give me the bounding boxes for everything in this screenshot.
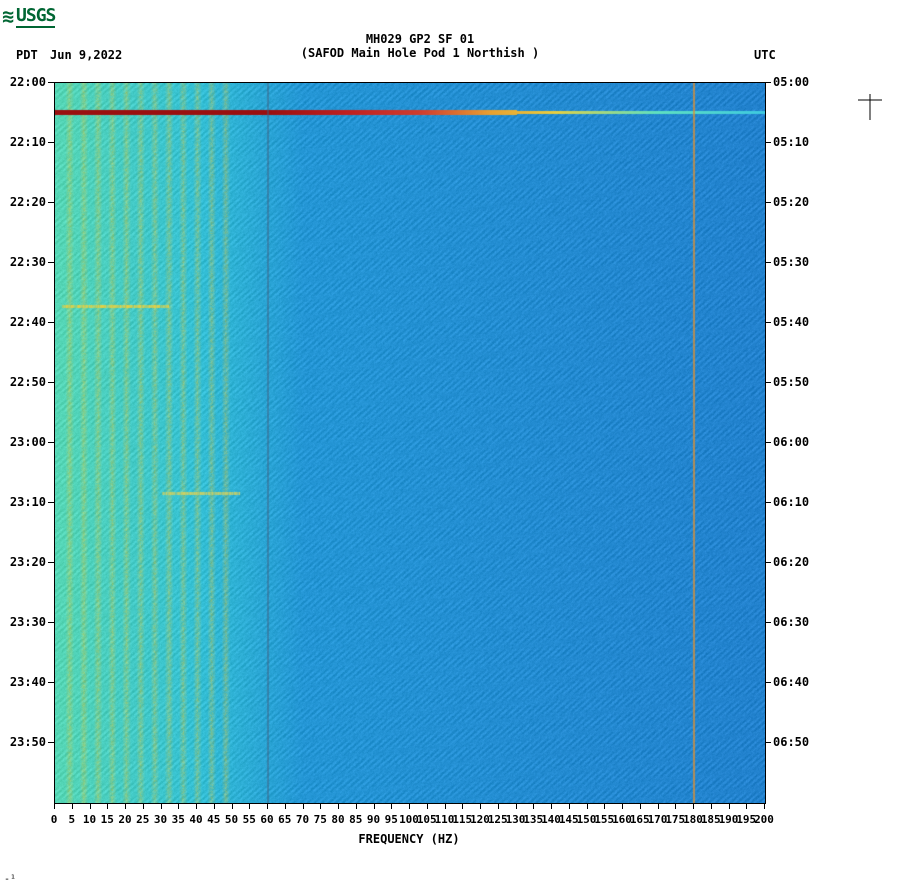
utc-tick-label: 05:00 [773,75,809,89]
hz-tick-label: 45 [207,813,220,826]
footnote: ‑¹ [4,874,16,885]
utc-time-axis: 05:0005:1005:2005:3005:4005:5006:0006:10… [765,82,825,802]
utc-tick-label: 06:00 [773,435,809,449]
orientation-icon [855,92,885,122]
pdt-tick-label: 23:10 [10,495,46,509]
hz-tick-label: 40 [189,813,202,826]
hz-tick-label: 90 [367,813,380,826]
utc-tick-label: 06:50 [773,735,809,749]
hz-tick-label: 60 [260,813,273,826]
station-description: (SAFOD Main Hole Pod 1 Northish ) [0,46,840,60]
hz-tick-label: 75 [314,813,327,826]
hz-tick-label: 25 [136,813,149,826]
hz-tick-label: 200 [754,813,774,826]
hz-tick-label: 65 [278,813,291,826]
pdt-tick-label: 22:10 [10,135,46,149]
hz-tick-label: 35 [172,813,185,826]
hz-tick-label: 20 [118,813,131,826]
utc-tick-label: 05:10 [773,135,809,149]
pdt-time-axis: 22:0022:1022:2022:3022:4022:5023:0023:10… [0,82,54,802]
utc-tick-label: 06:40 [773,675,809,689]
hz-tick-label: 95 [385,813,398,826]
pdt-tick-label: 23:20 [10,555,46,569]
utc-tick-label: 05:30 [773,255,809,269]
utc-tick-label: 05:50 [773,375,809,389]
hz-tick-label: 70 [296,813,309,826]
hz-tick-label: 50 [225,813,238,826]
hz-tick-label: 15 [101,813,114,826]
hz-tick-label: 85 [349,813,362,826]
hz-tick-label: 5 [68,813,75,826]
hz-tick-label: 0 [51,813,58,826]
logo-text: USGS [16,5,55,28]
utc-tick-label: 05:40 [773,315,809,329]
frequency-axis-label: FREQUENCY (HZ) [54,832,764,846]
pdt-tick-label: 22:20 [10,195,46,209]
pdt-tick-label: 23:00 [10,435,46,449]
hz-tick-label: 55 [243,813,256,826]
pdt-tick-label: 22:30 [10,255,46,269]
utc-tick-label: 06:20 [773,555,809,569]
spectrogram-plot [54,82,766,804]
utc-tick-label: 06:10 [773,495,809,509]
pdt-tick-label: 23:30 [10,615,46,629]
hz-tick-label: 10 [83,813,96,826]
utc-tick-label: 06:30 [773,615,809,629]
hz-tick-label: 30 [154,813,167,826]
frequency-axis: 0510152025303540455055606570758085909510… [54,803,764,833]
spectrogram-canvas [55,83,765,803]
pdt-tick-label: 23:50 [10,735,46,749]
pdt-tick-label: 22:50 [10,375,46,389]
logo-wave-icon: ≋ [2,4,14,28]
hz-tick-label: 80 [331,813,344,826]
pdt-tick-label: 22:00 [10,75,46,89]
usgs-logo: ≋ USGS [2,4,55,28]
pdt-tick-label: 22:40 [10,315,46,329]
pdt-tick-label: 23:40 [10,675,46,689]
utc-tick-label: 05:20 [773,195,809,209]
chart-title: MH029 GP2 SF 01 (SAFOD Main Hole Pod 1 N… [0,32,840,60]
station-code: MH029 GP2 SF 01 [0,32,840,46]
